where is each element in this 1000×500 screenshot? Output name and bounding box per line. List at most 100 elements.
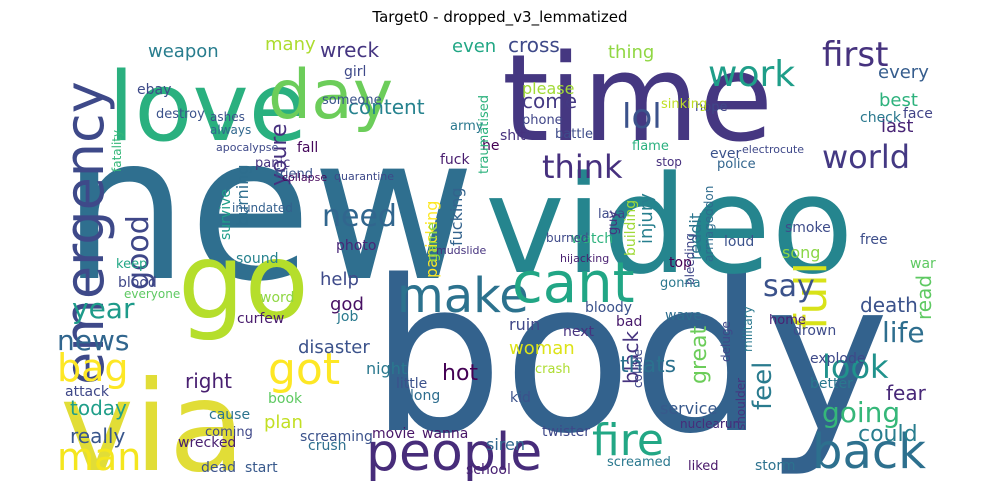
- word-siren: siren: [486, 435, 525, 454]
- word-ashes: ashes: [210, 110, 245, 124]
- word-fatality: fatality: [110, 130, 124, 172]
- word-school: school: [466, 462, 511, 478]
- word-every: every: [878, 62, 929, 83]
- word-hijacking: hijacking: [560, 252, 609, 265]
- word-full: full: [786, 262, 837, 330]
- word-face: face: [903, 106, 933, 122]
- word-survive: survive: [218, 189, 234, 240]
- word-panicking: panicking: [422, 201, 441, 278]
- word-keep: keep: [116, 257, 147, 272]
- word-coming: coming: [205, 425, 253, 440]
- word-traumatised: traumatised: [477, 95, 492, 174]
- word-help: help: [320, 269, 359, 290]
- word-ebay: ebay: [137, 82, 171, 98]
- word-content: content: [348, 95, 425, 119]
- word-sinking: sinking: [661, 97, 707, 112]
- word-bleeding: bleeding: [683, 233, 697, 285]
- word-military: military: [741, 306, 755, 352]
- word-service: service: [660, 399, 717, 418]
- word-feel: feel: [748, 362, 778, 410]
- word-thats: thats: [620, 353, 676, 378]
- word-read: read: [912, 275, 936, 320]
- word-year: year: [72, 292, 135, 325]
- word-ruin: ruin: [509, 315, 540, 334]
- word-cause: cause: [209, 407, 250, 423]
- word-free: free: [860, 232, 888, 248]
- word-really: really: [70, 424, 125, 448]
- word-good: good: [121, 215, 156, 290]
- word-screamed: screamed: [607, 455, 671, 470]
- word-run: run: [720, 417, 740, 431]
- word-home: home: [769, 313, 806, 328]
- word-loud: loud: [724, 234, 754, 250]
- word-shoulder: shoulder: [734, 378, 748, 430]
- word-friend: friend: [275, 167, 313, 182]
- word-everyone: everyone: [124, 287, 180, 301]
- word-always: always: [210, 123, 251, 137]
- word-photo: photo: [336, 238, 376, 254]
- word-book: book: [268, 391, 303, 407]
- word-storm: storm: [755, 458, 796, 474]
- word-reddit: reddit: [686, 213, 705, 260]
- word-could: could: [858, 422, 918, 447]
- word-destroy: destroy: [156, 107, 205, 122]
- word-mudslide: mudslide: [436, 244, 486, 257]
- word-top: top: [669, 255, 692, 271]
- word-next: next: [563, 324, 595, 340]
- word-time: time: [502, 30, 773, 169]
- word-crush: crush: [308, 438, 347, 454]
- word-electrocute: electrocute: [742, 143, 804, 156]
- word-death: death: [860, 293, 918, 317]
- word-collapse: collapse: [282, 171, 327, 184]
- word-blood: blood: [118, 275, 157, 291]
- word-army: army: [450, 119, 484, 134]
- word-battle: battle: [555, 127, 593, 142]
- word-night: night: [366, 359, 407, 378]
- word-lol: lol: [622, 97, 662, 137]
- word-come: come: [522, 89, 577, 113]
- word-first: first: [822, 35, 888, 75]
- word-got: got: [268, 344, 340, 395]
- word-twister: twister: [542, 424, 590, 440]
- word-injury: injury: [636, 193, 657, 244]
- word-fear: fear: [886, 381, 927, 405]
- word-curfew: curfew: [237, 311, 284, 327]
- word-he: he: [482, 138, 500, 154]
- cloud-background: [57, 36, 943, 478]
- word-little: little: [396, 376, 427, 392]
- word-flame: flame: [632, 139, 669, 154]
- word-bad: bad: [616, 314, 642, 330]
- word-liked: liked: [688, 459, 719, 474]
- word-fuck: fuck: [440, 152, 470, 168]
- word-going: going: [822, 396, 900, 429]
- word-go: go: [178, 221, 309, 343]
- word-screaming: screaming: [300, 429, 373, 445]
- word-guy: guy: [606, 211, 621, 235]
- word-today: today: [70, 396, 127, 420]
- word-movie: movie: [372, 426, 415, 442]
- word-stop: stop: [656, 155, 682, 169]
- word-apocalypse: apocalypse: [216, 141, 279, 154]
- word-bloody: bloody: [585, 300, 632, 316]
- word-explode: explode: [810, 351, 866, 367]
- word-thing: thing: [608, 42, 654, 63]
- word-youre: youre: [267, 123, 292, 186]
- word-make: make: [397, 268, 529, 324]
- word-drown: drown: [793, 323, 836, 339]
- word-bag: bag: [57, 346, 129, 390]
- word-better: better: [810, 376, 853, 392]
- chart-title: Target0 - dropped_v3_lemmatized: [372, 8, 628, 26]
- word-fire: fire: [592, 415, 664, 466]
- word-people: people: [366, 423, 542, 483]
- word-cross: cross: [508, 33, 560, 57]
- word-building: building: [623, 200, 639, 256]
- word-armageddon: armageddon: [702, 186, 716, 262]
- word-inundated: inundated: [232, 201, 293, 215]
- word-phone: phone: [522, 113, 563, 128]
- word-kid: kid: [510, 390, 531, 406]
- word-woman: woman: [509, 338, 575, 359]
- word-someone: someone: [322, 93, 382, 108]
- word-say: say: [763, 269, 815, 304]
- word-deluge: deluge: [719, 321, 733, 362]
- word-attack: attack: [65, 384, 110, 400]
